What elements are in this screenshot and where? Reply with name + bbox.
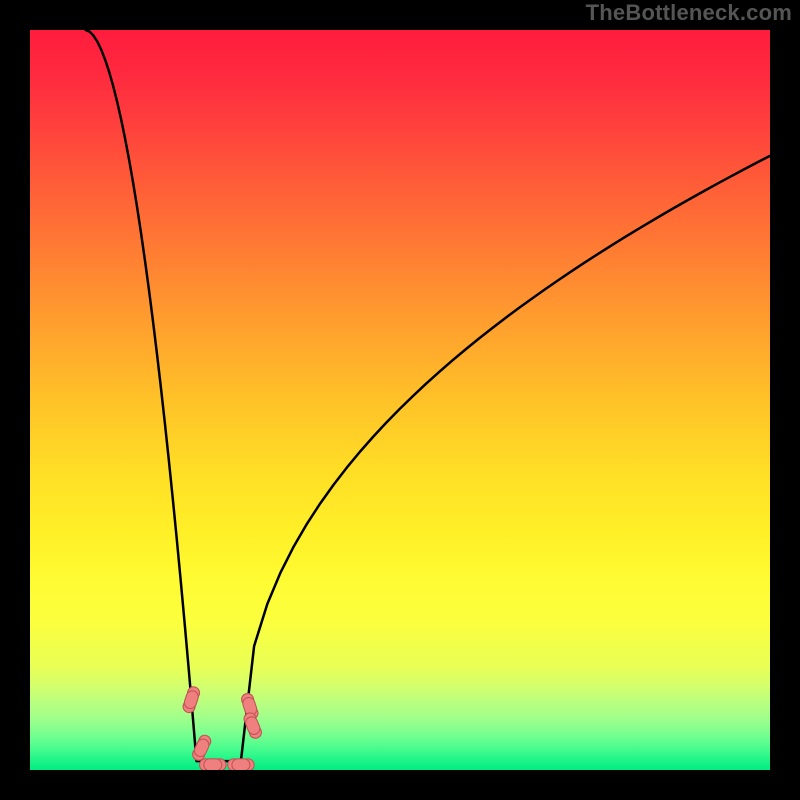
- marker-bean: [228, 759, 254, 770]
- frame-left: [0, 0, 30, 800]
- marker-bean: [182, 685, 202, 714]
- frame-right: [770, 0, 800, 800]
- plot-area: [30, 30, 770, 770]
- watermark-text: TheBottleneck.com: [586, 0, 792, 26]
- curve-overlay: [30, 30, 770, 770]
- frame-bottom: [0, 770, 800, 800]
- marker-bean: [200, 759, 226, 770]
- chart-root: TheBottleneck.com: [0, 0, 800, 800]
- bottleneck-curve: [86, 30, 771, 761]
